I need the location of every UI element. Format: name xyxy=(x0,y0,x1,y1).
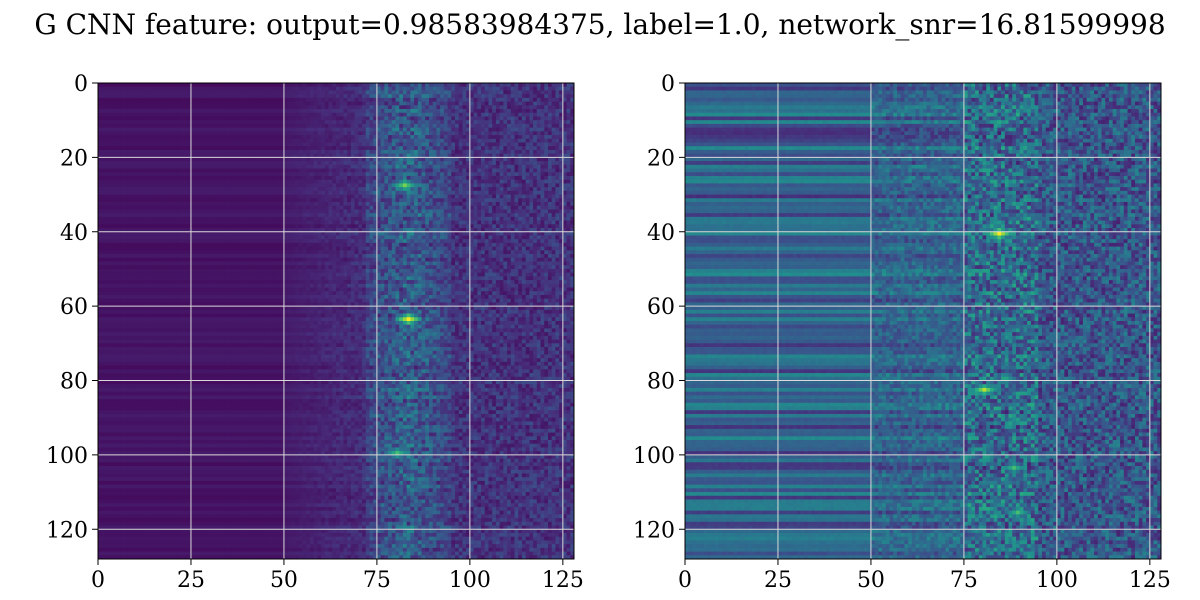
y-tick-label: 60 xyxy=(60,295,88,320)
tick-labels-left: 0 25 50 75 100 125 0 20 40 60 80 100 120 xyxy=(46,72,584,593)
y-tick-label: 40 xyxy=(647,221,675,246)
y-tick-label: 0 xyxy=(661,72,675,97)
axes-frame-right xyxy=(684,82,1162,560)
y-tick-label: 80 xyxy=(60,370,88,395)
y-tick-label: 80 xyxy=(647,370,675,395)
y-tick-label: 20 xyxy=(60,146,88,171)
figure-title: G CNN feature: output=0.98583984375, lab… xyxy=(34,8,1165,41)
y-tick-label: 100 xyxy=(46,444,88,469)
x-tick-label: 25 xyxy=(764,568,792,593)
x-tick-label: 125 xyxy=(542,568,584,593)
x-tick-label: 50 xyxy=(270,568,298,593)
x-tick-label: 0 xyxy=(91,568,105,593)
y-tick-label: 0 xyxy=(74,72,88,97)
y-tick-label: 120 xyxy=(633,518,675,543)
x-tick-label: 75 xyxy=(363,568,391,593)
heatmap-panel-left: 0 25 50 75 100 125 0 20 40 60 80 100 120 xyxy=(46,72,584,593)
y-tick-label: 60 xyxy=(647,295,675,320)
heatmap-image-right xyxy=(685,83,1162,560)
heatmap-image-left xyxy=(98,83,575,560)
y-tick-label: 20 xyxy=(647,146,675,171)
x-tick-label: 100 xyxy=(1036,568,1078,593)
y-tick-label: 100 xyxy=(633,444,675,469)
heatmap-panel-right: 0 25 50 75 100 125 0 20 40 60 80 100 120 xyxy=(633,72,1171,593)
y-tick-label: 40 xyxy=(60,221,88,246)
x-tick-label: 25 xyxy=(177,568,205,593)
x-tick-label: 50 xyxy=(857,568,885,593)
axes-frame-left xyxy=(97,82,575,560)
tick-labels-right: 0 25 50 75 100 125 0 20 40 60 80 100 120 xyxy=(633,72,1171,593)
y-tick-label: 120 xyxy=(46,518,88,543)
x-tick-label: 100 xyxy=(449,568,491,593)
x-tick-label: 125 xyxy=(1129,568,1171,593)
x-tick-label: 75 xyxy=(950,568,978,593)
x-tick-label: 0 xyxy=(678,568,692,593)
